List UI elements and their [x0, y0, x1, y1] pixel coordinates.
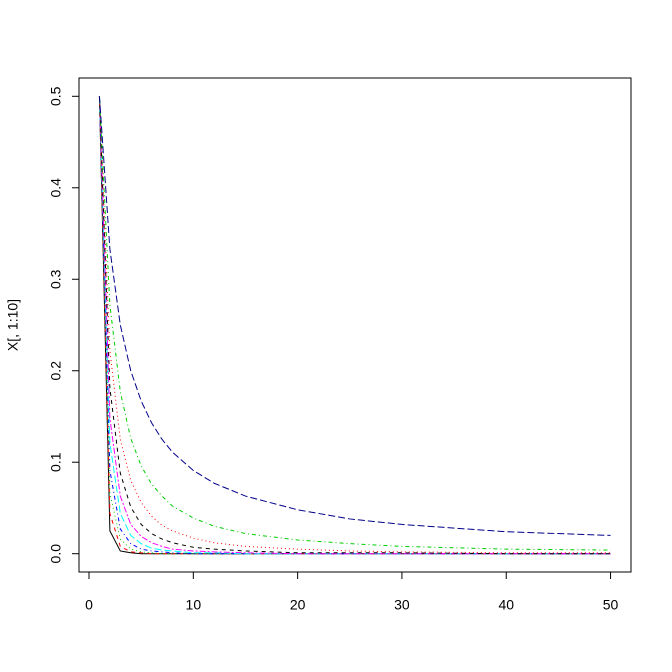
series-line [98, 96, 611, 555]
x-tick-label: 10 [186, 597, 202, 613]
series-line [98, 96, 611, 555]
x-tick-label: 50 [603, 597, 619, 613]
x-tick-label: 30 [394, 597, 410, 613]
series-line [98, 96, 611, 555]
y-tick-label: 0.0 [48, 544, 64, 564]
series-line [98, 96, 611, 555]
series-line [98, 96, 611, 555]
series-line [98, 96, 611, 551]
series-line [98, 96, 611, 555]
series-line [98, 96, 611, 536]
y-tick-label: 0.3 [48, 269, 64, 289]
x-tick-label: 20 [290, 597, 306, 613]
series-line [98, 96, 611, 555]
y-tick-label: 0.2 [48, 361, 64, 381]
x-tick-label: 0 [85, 597, 93, 613]
y-axis-label: X[, 1:10] [5, 299, 21, 351]
plot-frame [78, 77, 632, 573]
y-tick-label: 0.4 [48, 178, 64, 198]
y-tick-label: 0.5 [48, 86, 64, 106]
x-tick-label: 40 [498, 597, 514, 613]
series-line [98, 96, 611, 554]
y-tick-label: 0.1 [48, 452, 64, 472]
